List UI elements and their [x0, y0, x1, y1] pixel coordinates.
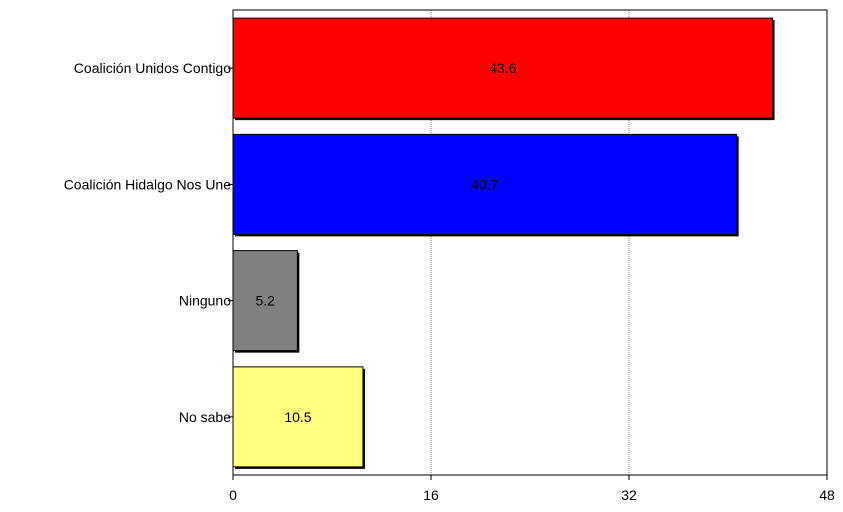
ticks-layer: 0 16 32 48 [228, 67, 835, 503]
labels-layer: Coalición Unidos Contigo 43.6 Coalición Hi… [64, 60, 517, 425]
data-label: 40.7 [471, 176, 498, 192]
grid-layer [430, 10, 630, 475]
data-label: 5.2 [255, 293, 275, 309]
category-label: No sabe [179, 409, 231, 425]
category-label: Coalición Hidalgo Nos Une [64, 176, 232, 192]
x-tick-label: 0 [229, 487, 237, 503]
plot-frame [232, 9, 828, 476]
data-label: 10.5 [284, 409, 311, 425]
category-label: Ninguno [179, 293, 231, 309]
bar [232, 133, 738, 235]
bar [232, 17, 774, 119]
bar [232, 250, 298, 352]
x-tick-label: 32 [621, 487, 637, 503]
data-label: 43.6 [489, 60, 516, 76]
category-label: Coalición Unidos Contigo [74, 60, 231, 76]
x-tick-label: 16 [423, 487, 439, 503]
x-tick-label: 48 [819, 487, 835, 503]
bars-layer [232, 17, 775, 469]
